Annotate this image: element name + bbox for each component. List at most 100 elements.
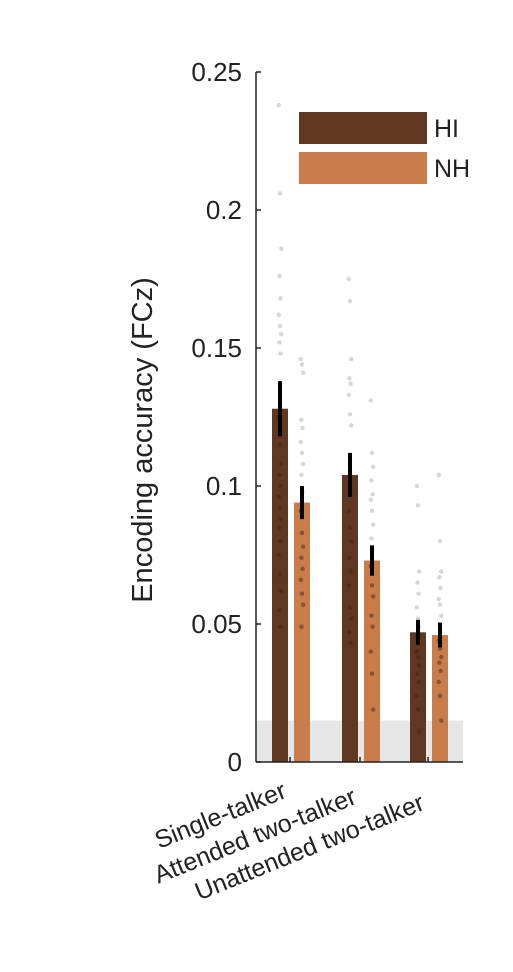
data-point	[348, 641, 353, 646]
data-point	[415, 503, 421, 508]
data-point	[299, 450, 305, 456]
data-point	[414, 649, 419, 654]
data-point	[414, 483, 419, 489]
data-point	[370, 492, 375, 497]
data-point	[278, 483, 283, 489]
data-point	[415, 654, 421, 660]
data-point	[277, 505, 283, 511]
data-point	[439, 613, 444, 618]
data-point	[301, 370, 306, 376]
data-point	[349, 356, 354, 362]
data-point	[279, 516, 284, 522]
data-point	[371, 522, 376, 527]
data-point	[299, 362, 305, 367]
data-point	[415, 580, 420, 585]
data-point	[439, 718, 444, 723]
bar-nh-3	[432, 635, 448, 762]
data-point	[349, 616, 354, 621]
data-point	[348, 569, 353, 574]
bar-hi-2	[342, 474, 358, 762]
data-point	[277, 608, 282, 613]
data-point	[301, 544, 306, 549]
data-point	[348, 381, 353, 387]
data-point	[298, 439, 303, 445]
data-point	[300, 425, 305, 431]
data-point	[414, 605, 419, 610]
y-tick-label: 0.2	[206, 195, 242, 225]
data-point	[347, 412, 353, 417]
data-point	[436, 472, 441, 478]
data-point	[277, 340, 282, 345]
data-point	[437, 602, 443, 607]
data-point	[298, 356, 303, 362]
data-point	[371, 707, 376, 712]
data-point	[277, 323, 283, 329]
data-point	[279, 588, 284, 594]
data-point	[369, 508, 375, 514]
data-point	[299, 624, 304, 629]
data-point	[436, 596, 441, 602]
data-point	[300, 566, 305, 571]
data-point	[346, 583, 351, 588]
data-point	[278, 351, 283, 356]
legend-swatch-nh	[299, 152, 427, 184]
data-point	[276, 312, 281, 318]
legend-label-nh: NH	[434, 155, 470, 183]
data-point	[368, 497, 373, 502]
data-point	[277, 274, 282, 279]
bar-hi-1	[272, 408, 288, 762]
data-point	[368, 649, 373, 654]
data-point	[369, 583, 375, 588]
data-point	[369, 450, 375, 456]
data-point	[347, 555, 352, 560]
data-point	[301, 602, 306, 607]
data-point	[277, 191, 283, 196]
data-point	[437, 539, 443, 544]
bar-nh-2	[364, 560, 380, 762]
data-point	[438, 585, 443, 591]
data-point	[276, 102, 281, 108]
data-point	[349, 423, 354, 428]
legend-label-hi: HI	[434, 115, 459, 143]
data-point	[299, 530, 305, 536]
data-point	[437, 660, 442, 665]
bar-nh-1	[294, 502, 310, 762]
data-point	[369, 478, 374, 483]
data-point	[417, 663, 422, 668]
data-point	[415, 616, 421, 621]
data-point	[347, 605, 353, 610]
data-point	[416, 679, 421, 685]
y-tick-label: 0.25	[191, 57, 242, 87]
data-point	[277, 525, 282, 530]
data-point	[279, 461, 284, 467]
data-point	[347, 630, 352, 635]
data-point	[415, 671, 420, 676]
data-point	[369, 671, 375, 676]
legend-swatch-hi	[299, 112, 427, 144]
data-point	[279, 246, 284, 251]
data-point	[278, 624, 283, 629]
data-point	[369, 536, 374, 541]
data-point	[278, 539, 283, 544]
data-point	[347, 525, 353, 530]
data-point	[276, 552, 281, 558]
data-point	[299, 591, 305, 596]
data-point	[370, 624, 375, 629]
y-tick-label: 0.1	[206, 471, 242, 501]
data-point	[417, 569, 422, 574]
data-point	[346, 392, 351, 398]
y-axis-label: Encoding accuracy (FCz)	[127, 277, 159, 603]
data-point	[299, 417, 304, 422]
data-point	[278, 296, 283, 301]
data-point	[277, 442, 283, 447]
data-point	[438, 668, 443, 674]
data-point	[277, 472, 282, 478]
data-point	[349, 539, 354, 544]
data-point	[415, 707, 421, 712]
data-point	[279, 332, 284, 337]
y-tick-label: 0	[228, 747, 242, 777]
bar-hi-3	[410, 632, 426, 762]
data-point	[439, 569, 444, 574]
data-point	[299, 555, 304, 560]
